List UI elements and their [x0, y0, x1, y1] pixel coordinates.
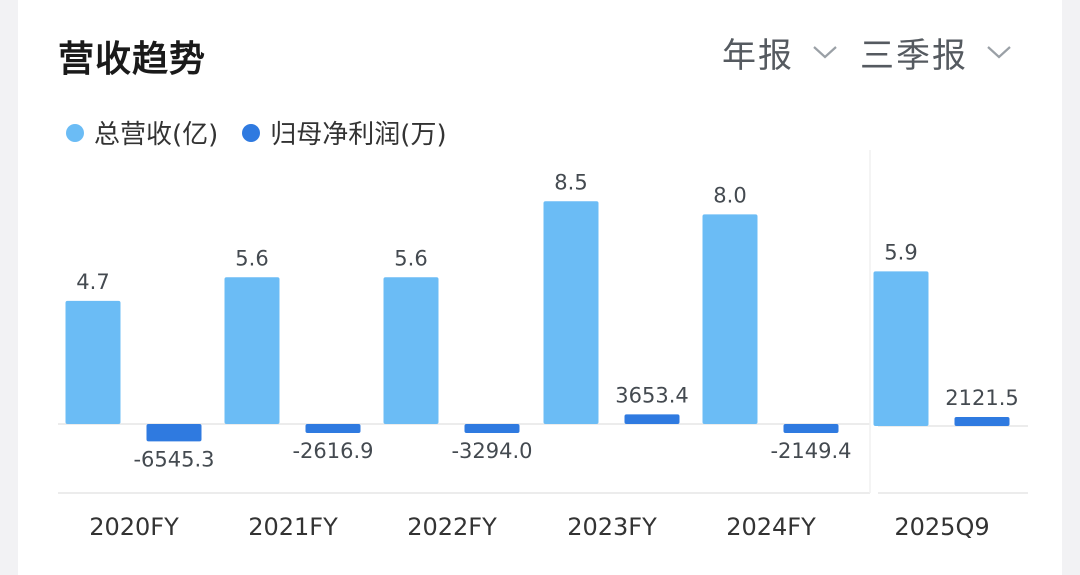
- bar-net-profit: [146, 424, 202, 442]
- period-dropdown-label: 年报: [722, 35, 794, 76]
- bar-net-profit: [305, 424, 361, 433]
- legend-item-net-profit[interactable]: 归母净利润(万): [242, 114, 447, 151]
- x-tick-label: 2022FY: [407, 513, 497, 541]
- bar-net-profit-value-label: -6545.3: [133, 447, 214, 471]
- bar-revenue-value-label: 5.6: [235, 246, 268, 270]
- chart-legend: 总营收(亿) 归母净利润(万): [66, 114, 447, 151]
- bar-revenue-value-label: 4.7: [76, 270, 109, 294]
- bar-revenue-value-label: 5.9: [884, 240, 917, 264]
- x-tick-label: 2023FY: [567, 513, 657, 541]
- revenue-profit-bar-chart: 4.7 -6545.3 2020FY 5.6 -2616.9 2021FY 5.6 -3294…: [58, 150, 1028, 541]
- bar-net-profit: [783, 424, 839, 433]
- bar-revenue-value-label: 8.5: [554, 170, 587, 194]
- quarter-dropdown-label: 三季报: [860, 35, 968, 76]
- bar-net-profit-value-label: 2121.5: [945, 386, 1018, 410]
- bar-revenue-value-label: 8.0: [713, 183, 746, 207]
- bar-net-profit: [464, 424, 520, 433]
- revenue-trend-card: 营收趋势 年报 三季报 总营收(亿) 归母净利润(万) 4.7 -6545.3 20…: [18, 0, 1062, 575]
- bar-net-profit: [954, 417, 1010, 426]
- card-title: 营收趋势: [58, 39, 207, 80]
- bar-revenue-value-label: 5.6: [394, 246, 427, 270]
- legend-label-revenue: 总营收(亿): [94, 120, 219, 150]
- x-tick-label: 2021FY: [248, 513, 338, 541]
- chevron-down-icon: [987, 46, 1011, 59]
- legend-dot-revenue: [66, 123, 84, 142]
- bar-revenue: [543, 201, 599, 424]
- bar-net-profit-value-label: 3653.4: [615, 383, 688, 407]
- bar-net-profit-value-label: -2616.9: [292, 439, 373, 463]
- legend-dot-net-profit: [242, 123, 261, 142]
- bar-net-profit-value-label: -3294.0: [451, 439, 532, 463]
- bar-net-profit-value-label: -2149.4: [770, 439, 851, 463]
- x-tick-label: 2020FY: [89, 513, 179, 541]
- bar-revenue: [383, 277, 439, 424]
- legend-item-revenue[interactable]: 总营收(亿): [66, 114, 218, 151]
- period-dropdown[interactable]: 年报: [722, 30, 838, 76]
- bar-net-profit: [624, 414, 680, 424]
- x-tick-label: 2025Q9: [894, 513, 989, 541]
- quarter-dropdown[interactable]: 三季报: [860, 30, 1012, 76]
- bar-revenue: [224, 277, 280, 424]
- legend-label-net-profit: 归母净利润(万): [270, 120, 447, 150]
- bar-revenue: [873, 271, 929, 426]
- x-tick-label: 2024FY: [726, 513, 816, 541]
- chevron-down-icon: [813, 46, 837, 59]
- bar-revenue: [702, 214, 758, 424]
- bar-revenue: [65, 300, 121, 424]
